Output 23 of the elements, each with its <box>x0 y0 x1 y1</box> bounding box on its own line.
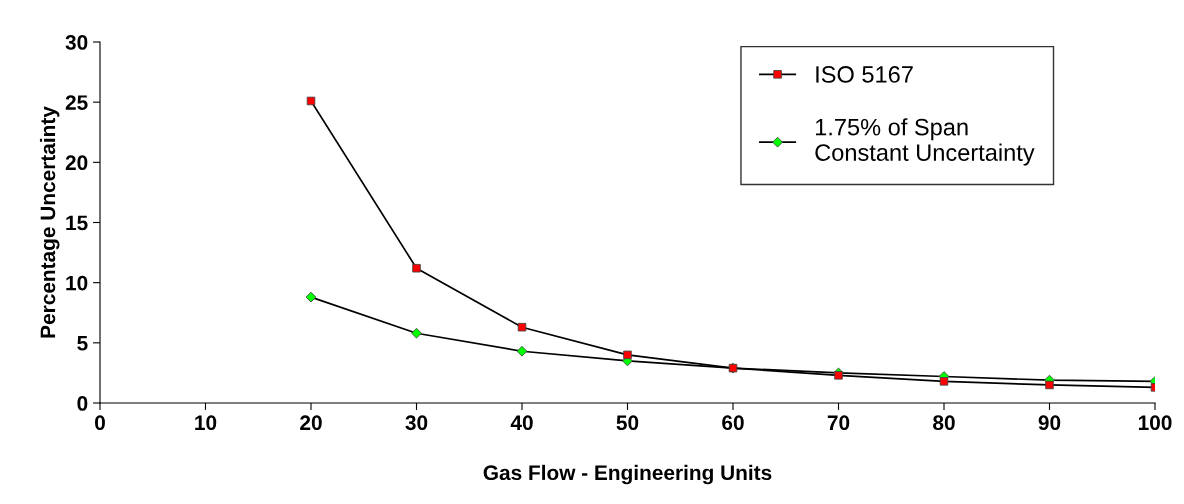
x-tick-label: 100 <box>1138 415 1172 431</box>
x-tick-label: 80 <box>933 415 955 431</box>
legend-label: 1.75% of Span Constant Uncertainty <box>815 118 1035 166</box>
y-tick-label: 15 <box>66 215 88 231</box>
x-tick-label: 10 <box>195 415 217 431</box>
y-tick-label: 20 <box>65 155 88 171</box>
x-tick-label: 40 <box>510 415 533 431</box>
x-tick-label: 30 <box>405 415 428 431</box>
y-axis-title: Percentage Uncertainty <box>39 106 60 338</box>
y-tick-label: 5 <box>77 336 88 351</box>
x-axis-title: Gas Flow - Engineering Units <box>483 464 772 485</box>
x-tick-label: 70 <box>827 415 850 431</box>
y-tick-label: 30 <box>65 35 88 50</box>
x-tick-label: 50 <box>616 415 639 431</box>
x-tick-label: 90 <box>1038 415 1061 431</box>
x-tick-label: 60 <box>722 415 744 431</box>
point <box>306 96 316 106</box>
y-tick-label: 10 <box>66 275 88 291</box>
x-tick-label: 20 <box>300 415 322 431</box>
y-tick-label: 25 <box>65 95 88 110</box>
y-tick-label: 0 <box>77 396 88 411</box>
x-tick-label: 0 <box>95 415 105 431</box>
legend-label: ISO 5167 <box>816 66 913 83</box>
